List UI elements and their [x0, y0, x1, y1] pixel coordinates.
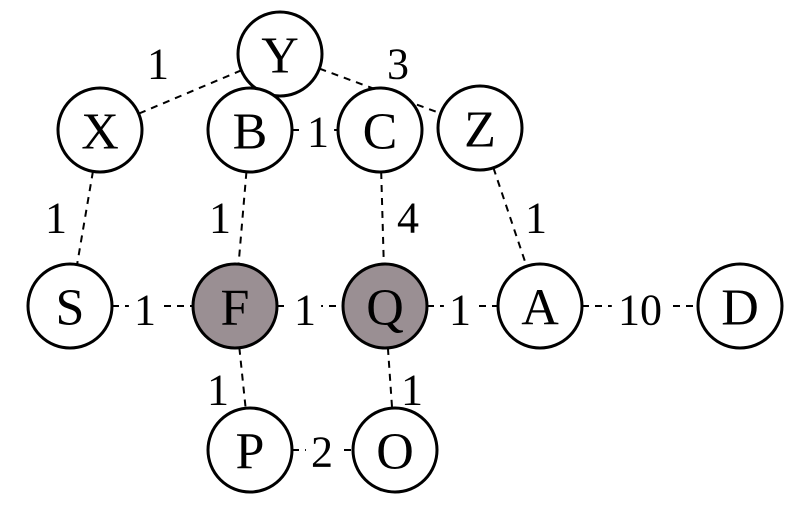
node-label: P — [236, 424, 265, 481]
node-label: X — [81, 104, 119, 161]
edge-label-P-O: 2 — [306, 428, 338, 477]
node-X: X — [58, 88, 142, 172]
edge-weight: 1 — [449, 286, 471, 335]
edge-Q-O — [388, 348, 392, 408]
node-F: F — [193, 264, 277, 348]
edge-label-B-F: 1 — [204, 194, 236, 243]
node-D: D — [698, 264, 782, 348]
node-Q: Q — [343, 264, 427, 348]
edge-label-A-D: 10 — [612, 286, 668, 335]
node-B: B — [208, 88, 292, 172]
node-Y: Y — [238, 12, 322, 96]
edge-weight: 4 — [397, 194, 419, 243]
edge-weight: 1 — [401, 366, 423, 415]
edge-label-Q-A: 1 — [444, 286, 476, 335]
edge-weight: 1 — [525, 194, 547, 243]
edge-label-S-F: 1 — [129, 286, 161, 335]
node-S: S — [28, 264, 112, 348]
edge-weight: 1 — [209, 194, 231, 243]
node-label: S — [56, 280, 85, 337]
edge-X-S — [77, 171, 93, 264]
node-label: O — [376, 424, 414, 481]
edge-weight: 1 — [147, 40, 169, 89]
node-A: A — [498, 264, 582, 348]
node-label: C — [363, 104, 398, 161]
edge-weight: 1 — [307, 108, 329, 157]
edge-label-C-Q: 4 — [392, 194, 424, 243]
node-O: O — [353, 408, 437, 492]
edge-weight: 1 — [207, 366, 229, 415]
node-P: P — [208, 408, 292, 492]
node-label: A — [521, 280, 559, 337]
edge-weight: 10 — [618, 286, 662, 335]
node-Z: Z — [438, 86, 522, 170]
node-label: Q — [366, 280, 404, 337]
edge-weight: 1 — [294, 286, 316, 335]
edge-C-Q — [381, 172, 384, 264]
graph-canvas: 131114111110112 YXBCZSFQADPO — [0, 0, 799, 519]
edge-weight: 1 — [45, 194, 67, 243]
edge-label-X-S: 1 — [40, 194, 72, 243]
node-label: Z — [464, 102, 496, 159]
edge-weight: 2 — [311, 428, 333, 477]
edge-label-F-P: 1 — [202, 366, 234, 415]
edge-label-Z-A: 1 — [520, 194, 552, 243]
node-label: F — [221, 280, 250, 337]
edge-label-F-Q: 1 — [289, 286, 321, 335]
edge-label-Y-Z: 3 — [382, 40, 414, 89]
node-label: D — [721, 280, 759, 337]
edge-B-F — [239, 172, 247, 264]
edge-weight: 1 — [134, 286, 156, 335]
node-C: C — [338, 88, 422, 172]
node-label: B — [233, 104, 268, 161]
edge-F-P — [239, 348, 245, 408]
edge-label-Y-X: 1 — [142, 40, 174, 89]
edge-weight: 3 — [387, 40, 409, 89]
edge-label-B-C: 1 — [302, 108, 334, 157]
node-label: Y — [261, 28, 299, 85]
